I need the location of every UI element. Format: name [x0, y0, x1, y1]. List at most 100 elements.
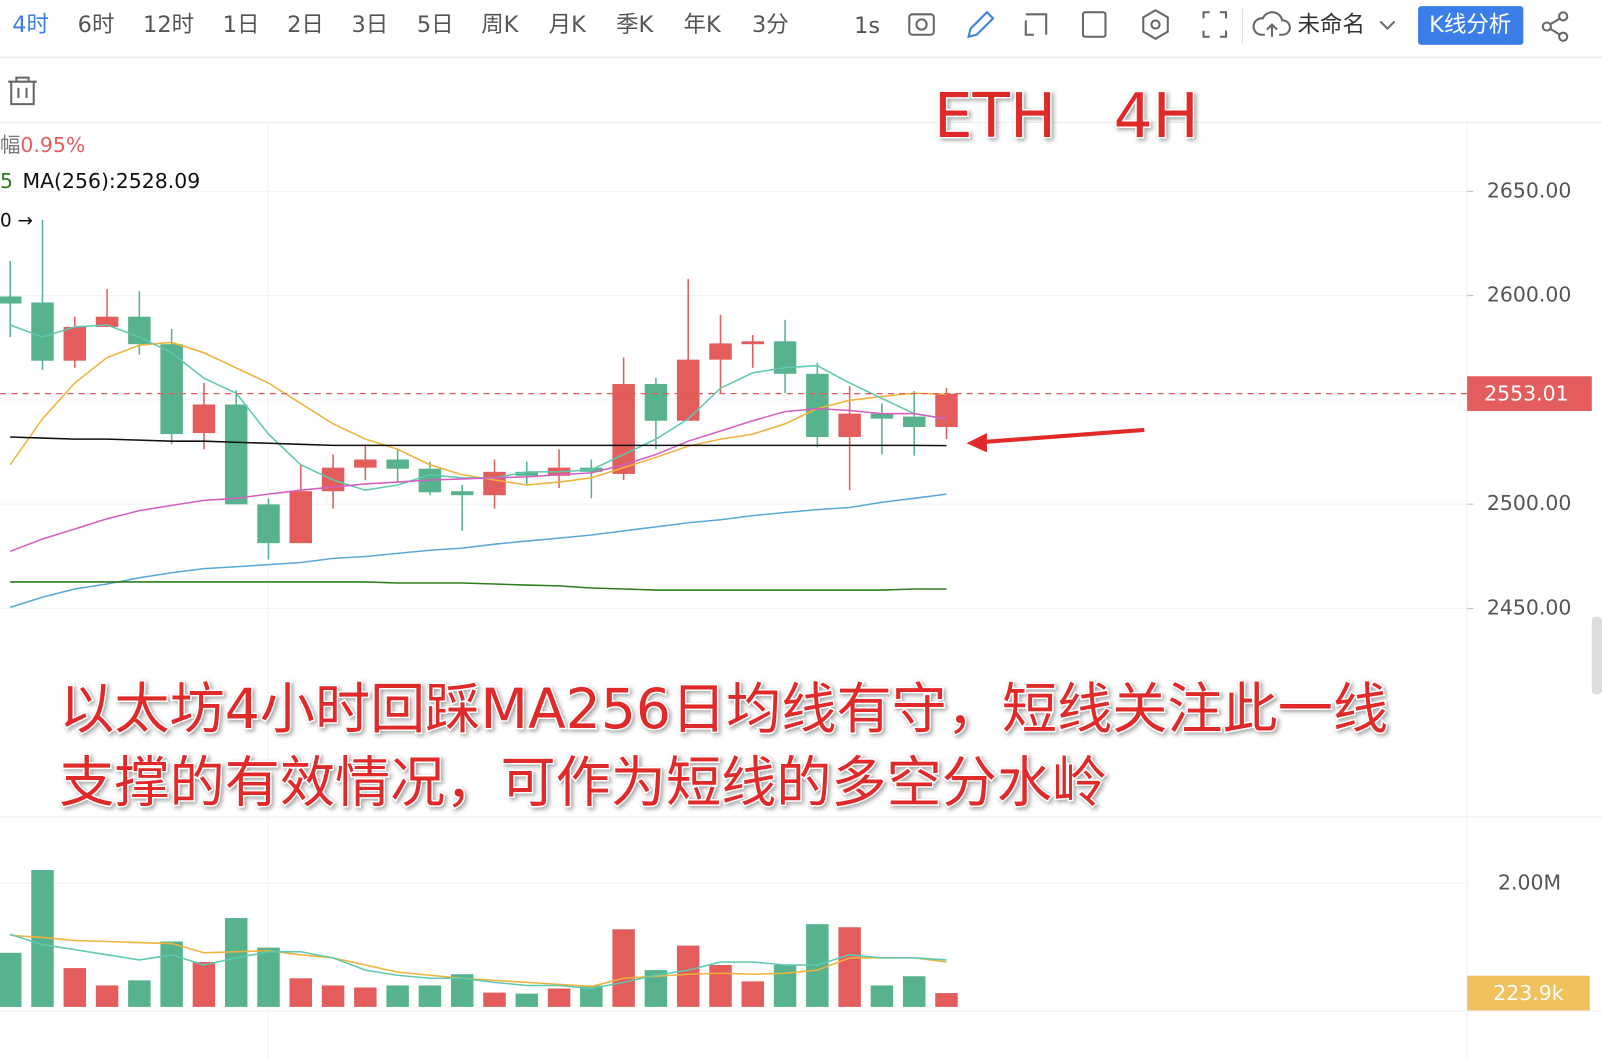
volume-bar — [870, 985, 894, 1007]
cloud-icon[interactable] — [1252, 11, 1291, 37]
delete-icon[interactable] — [8, 76, 37, 106]
volume-bar — [676, 945, 700, 1007]
settings-dot — [1150, 19, 1161, 30]
last-price-label: 2553.01 — [1484, 382, 1568, 406]
candle-body — [224, 404, 248, 505]
y-tick-label: 2450.00 — [1487, 595, 1571, 619]
candle-body — [870, 413, 894, 419]
volume-bar — [224, 918, 248, 1007]
annotation-symbol: ETH — [934, 81, 1056, 152]
candle-body — [63, 326, 87, 361]
candle-body — [773, 341, 797, 374]
annotation-text: 以太坊4小时回踩MA256日均线有守，短线关注此一线 — [59, 678, 1388, 742]
period-button[interactable]: 12时 — [143, 12, 194, 38]
candle-body — [0, 296, 22, 304]
volume-bar — [935, 993, 958, 1007]
share-icon[interactable] — [1541, 11, 1569, 42]
draw-icon[interactable] — [967, 10, 995, 39]
ma-line — [10, 436, 947, 447]
camera-lens — [915, 18, 928, 31]
candle-body — [515, 471, 539, 476]
camera-icon[interactable] — [908, 13, 935, 36]
y-tick-label: 2650.00 — [1487, 178, 1571, 202]
period-button[interactable]: 3日 — [351, 12, 388, 38]
candle-body — [289, 491, 313, 544]
period-button[interactable]: 5日 — [417, 12, 454, 38]
annotation-text: 支撑的有效情况，可作为短线的多空分水岭 — [59, 751, 1107, 815]
period-button[interactable]: 月K — [549, 12, 587, 38]
ma-line — [10, 934, 947, 988]
volume-bar — [838, 927, 861, 1007]
legend-amplitude-label: 幅 — [0, 133, 20, 157]
legend-ma256: MA(256):2528.09 — [22, 169, 200, 193]
candle-body — [612, 384, 635, 474]
volume-bar — [321, 985, 345, 1007]
volume-bar — [644, 970, 668, 1007]
ma-line — [9, 933, 947, 990]
annotation-period: 4H — [1114, 81, 1199, 152]
candle-body — [386, 459, 409, 469]
y-tick-label: 2.00M — [1498, 870, 1561, 894]
crop-icon[interactable] — [1024, 13, 1048, 36]
legend-row: 0 → — [0, 211, 33, 232]
volume-bar — [515, 993, 539, 1007]
volume-bar — [483, 992, 506, 1007]
ma-line — [10, 581, 947, 591]
fullscreen-icon[interactable] — [1202, 11, 1228, 38]
volume-bar — [580, 985, 603, 1007]
settings-icon[interactable] — [1142, 9, 1169, 40]
period-button[interactable]: 3分 — [752, 12, 789, 38]
volume-bar — [418, 985, 442, 1007]
y-tick-label: 2500.00 — [1487, 491, 1571, 515]
second-button[interactable]: 1s — [854, 13, 880, 39]
candle-body — [354, 459, 377, 468]
volume-bar — [160, 941, 183, 1007]
candle-body — [31, 302, 54, 361]
period-button[interactable]: 2日 — [287, 12, 324, 38]
ma-line — [9, 493, 947, 609]
candle-body — [838, 413, 861, 438]
ma-line — [9, 407, 947, 553]
volume-bar — [741, 981, 765, 1007]
volume-bar — [63, 968, 87, 1007]
candle-body — [806, 373, 829, 438]
annotation-arrow — [980, 427, 1145, 445]
candle-body — [935, 393, 958, 428]
indicator-icon[interactable] — [1081, 11, 1107, 38]
candle-body — [192, 404, 216, 434]
annotation-arrowhead — [966, 432, 987, 453]
candle-body — [257, 504, 280, 544]
legend-ma-prefix: 5 — [0, 169, 13, 193]
y-tick-label: 2600.00 — [1487, 283, 1571, 307]
layout-name[interactable]: 未命名 — [1298, 12, 1365, 38]
side-handle[interactable] — [1591, 616, 1602, 695]
candle-body — [128, 316, 151, 345]
volume-bar — [192, 961, 216, 1007]
volume-bar — [128, 980, 151, 1007]
candle-body — [902, 416, 926, 428]
period-button[interactable]: 年K — [684, 12, 722, 38]
legend-amplitude-value: 0.95% — [20, 133, 85, 157]
period-button[interactable]: 4时 — [12, 12, 49, 38]
candle-body — [676, 359, 700, 421]
analysis-button[interactable] — [1418, 6, 1524, 45]
last-volume-box — [1467, 975, 1590, 1011]
plot: 2450.002500.002550.002600.002650.002.00M… — [0, 178, 1592, 1011]
period-button[interactable]: 周K — [481, 12, 519, 38]
period-button[interactable]: 6时 — [78, 12, 115, 38]
toolbar: 4时 6时 12时 1日 2日 3日 5日 周K 月K 季K 年K 3分 — [12, 12, 788, 38]
candle-body — [160, 344, 183, 435]
volume-bar — [0, 952, 22, 1007]
period-button[interactable]: 季K — [616, 12, 654, 38]
candle-body — [483, 471, 506, 496]
candle-body — [709, 343, 732, 360]
volume-bar — [902, 976, 926, 1007]
volume-bar — [354, 987, 377, 1007]
volume-bar — [709, 965, 732, 1007]
dropdown-caret[interactable] — [1379, 20, 1396, 31]
period-button[interactable]: 1日 — [223, 12, 260, 38]
candle-body — [450, 491, 474, 496]
volume-bar — [95, 985, 119, 1007]
